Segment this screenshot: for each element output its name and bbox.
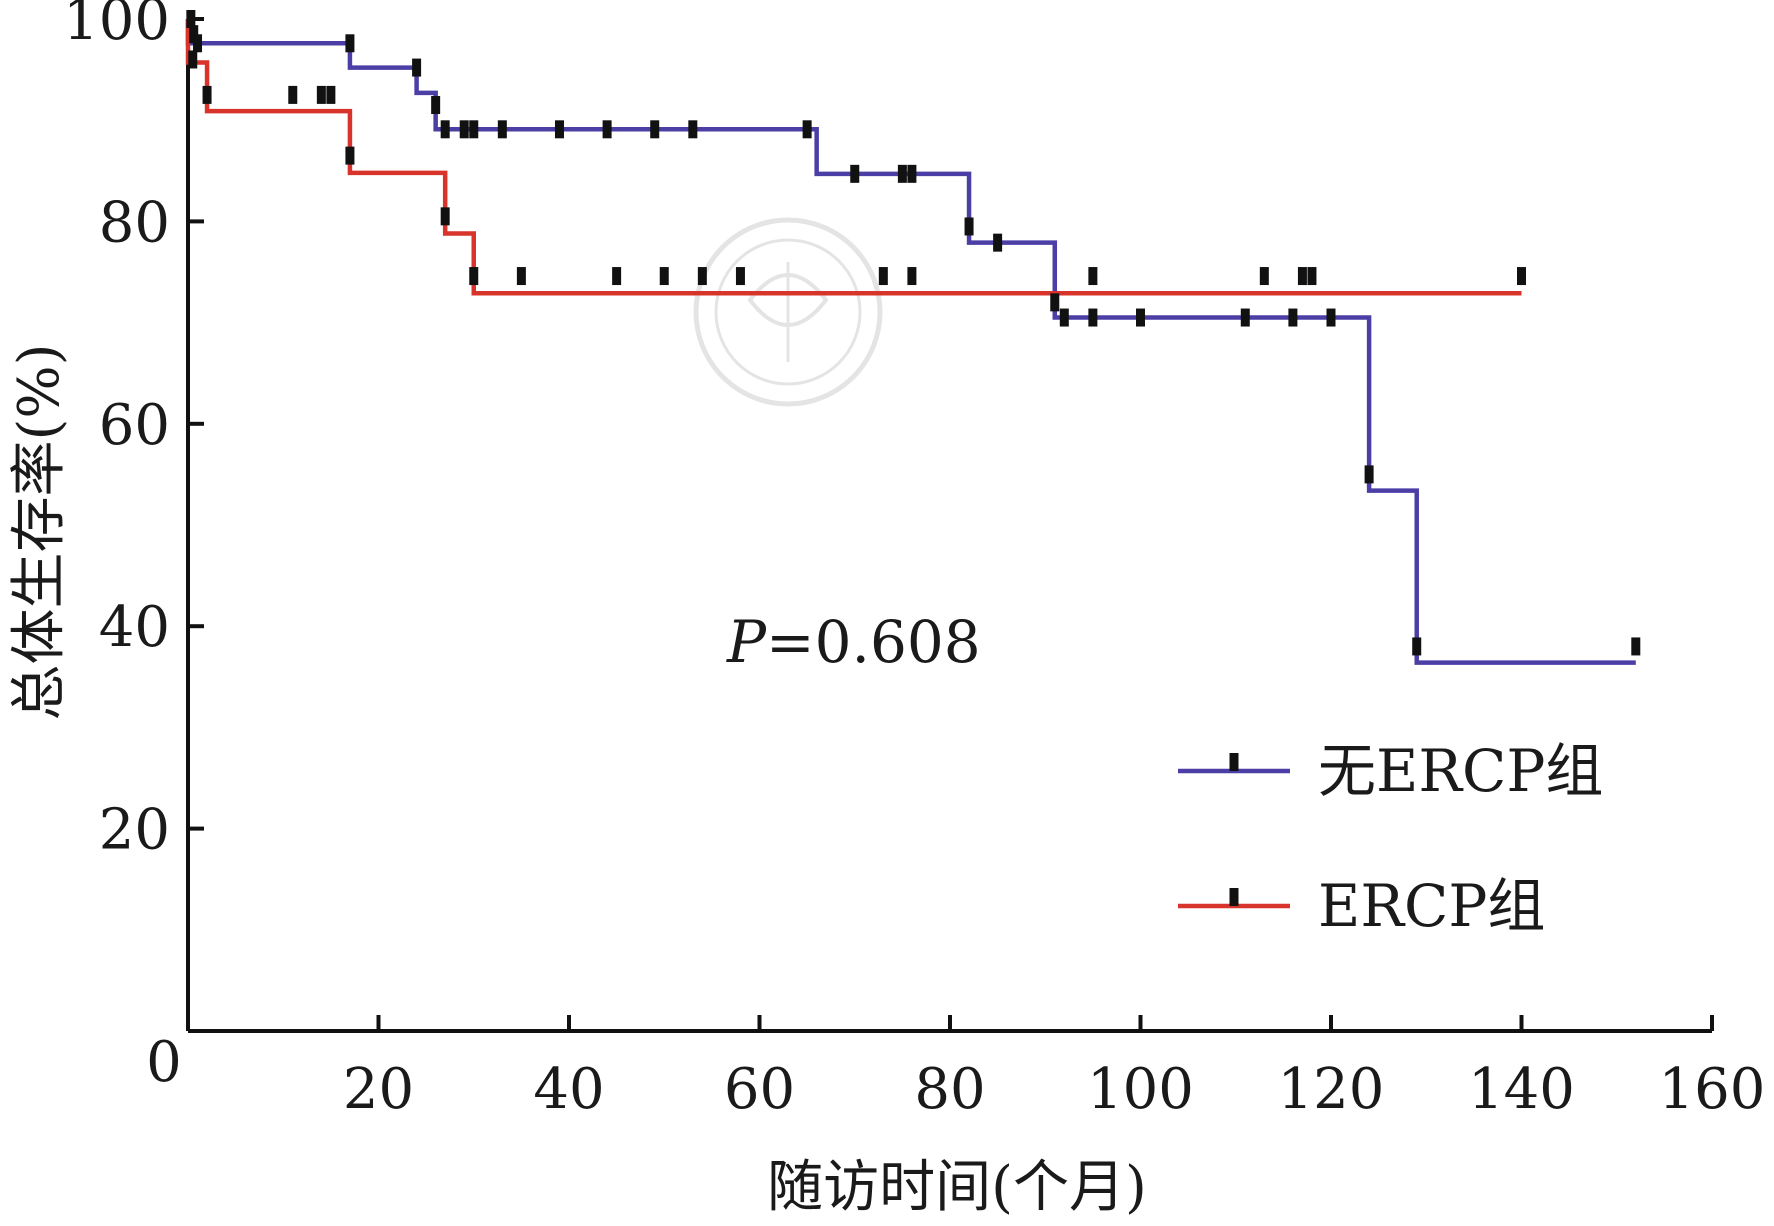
censor-mark — [964, 217, 974, 236]
censor-mark — [188, 50, 198, 69]
legend-item: ERCP组 — [1178, 872, 1545, 940]
censor-mark — [697, 267, 707, 286]
survival-curve-no-ercp — [185, 19, 1636, 665]
x-tick-label: 20 — [343, 1057, 414, 1122]
survival-curves — [185, 19, 1636, 665]
censor-mark — [688, 120, 698, 139]
censor-mark — [659, 267, 669, 286]
censor-mark — [993, 233, 1003, 252]
censor-mark — [907, 164, 917, 183]
censor-mark — [897, 164, 907, 183]
p-value-number: =0.608 — [766, 608, 981, 676]
censor-mark — [1364, 465, 1374, 484]
censor-mark — [850, 164, 860, 183]
legend-censor-mark — [1229, 753, 1239, 771]
p-value-symbol: P — [726, 608, 767, 676]
censor-mark — [326, 85, 336, 104]
censor-mark — [288, 85, 298, 104]
censor-mark — [189, 25, 199, 44]
censor-mark — [1088, 308, 1098, 327]
x-tick-label: 80 — [914, 1057, 985, 1122]
censor-mark — [469, 120, 479, 139]
censor-mark — [554, 120, 564, 139]
censor-mark — [186, 10, 196, 28]
censor-mark — [516, 267, 526, 286]
censor-mark — [497, 120, 507, 139]
censor-mark — [878, 267, 888, 286]
legend-label: 无ERCP组 — [1318, 737, 1603, 805]
x-tick-label: 60 — [724, 1057, 795, 1122]
censor-mark — [202, 85, 212, 104]
x-tick-label: 100 — [1087, 1057, 1194, 1122]
axes: 0 20 40 60 80 100 120 140 160 20 40 60 80 100 — [63, 0, 1765, 1122]
censor-mark — [345, 146, 355, 165]
censor-mark — [1288, 308, 1298, 327]
legend-censor-mark — [1229, 888, 1239, 906]
censor-mark — [1240, 308, 1250, 327]
y-axis-title: 总体生存率(%) — [7, 344, 72, 721]
censor-mark — [1259, 267, 1269, 286]
censor-mark — [459, 120, 469, 139]
censor-mark — [440, 120, 450, 139]
x-tick-label: 120 — [1278, 1057, 1385, 1122]
censor-mark — [1412, 637, 1422, 656]
y-tick-label: 20 — [99, 798, 170, 863]
survival-curve-ercp — [185, 19, 1522, 296]
censor-mark — [1307, 267, 1317, 286]
x-tick-label: 40 — [533, 1057, 604, 1122]
censor-mark — [802, 120, 812, 139]
censor-mark — [1059, 308, 1069, 327]
p-value-annotation: P=0.608 — [726, 608, 981, 676]
censor-mark — [1297, 267, 1307, 286]
censor-mark — [1326, 308, 1336, 327]
censor-mark — [1088, 267, 1098, 286]
x-tick-label: 140 — [1468, 1057, 1575, 1122]
censor-mark — [1136, 308, 1145, 327]
censor-mark — [193, 34, 203, 53]
censor-mark — [907, 267, 917, 286]
y-tick-label: 100 — [63, 0, 170, 53]
y-tick-label: 40 — [99, 595, 170, 660]
censor-mark — [345, 34, 355, 53]
x-axis-title: 随访时间(个月) — [767, 1155, 1147, 1220]
watermark-seal — [693, 217, 883, 407]
y-tick-label: 80 — [99, 190, 170, 255]
censor-marks — [186, 10, 1641, 656]
legend: 无ERCP组 ERCP组 — [1178, 737, 1603, 940]
x-tick-label: 160 — [1659, 1057, 1766, 1122]
censor-mark — [469, 267, 479, 286]
censor-mark — [440, 207, 450, 226]
censor-mark — [612, 267, 622, 286]
x-tick-label: 0 — [146, 1030, 182, 1095]
censor-mark — [1631, 637, 1641, 656]
y-tick-label: 60 — [99, 393, 170, 458]
censor-mark — [602, 120, 612, 139]
censor-mark — [735, 267, 745, 286]
censor-mark — [316, 85, 326, 104]
censor-mark — [431, 96, 441, 115]
legend-item: 无ERCP组 — [1178, 737, 1603, 805]
censor-mark — [650, 120, 660, 139]
censor-mark — [1050, 293, 1060, 312]
censor-mark — [412, 58, 422, 77]
censor-mark — [1517, 267, 1526, 286]
legend-label: ERCP组 — [1318, 872, 1545, 940]
